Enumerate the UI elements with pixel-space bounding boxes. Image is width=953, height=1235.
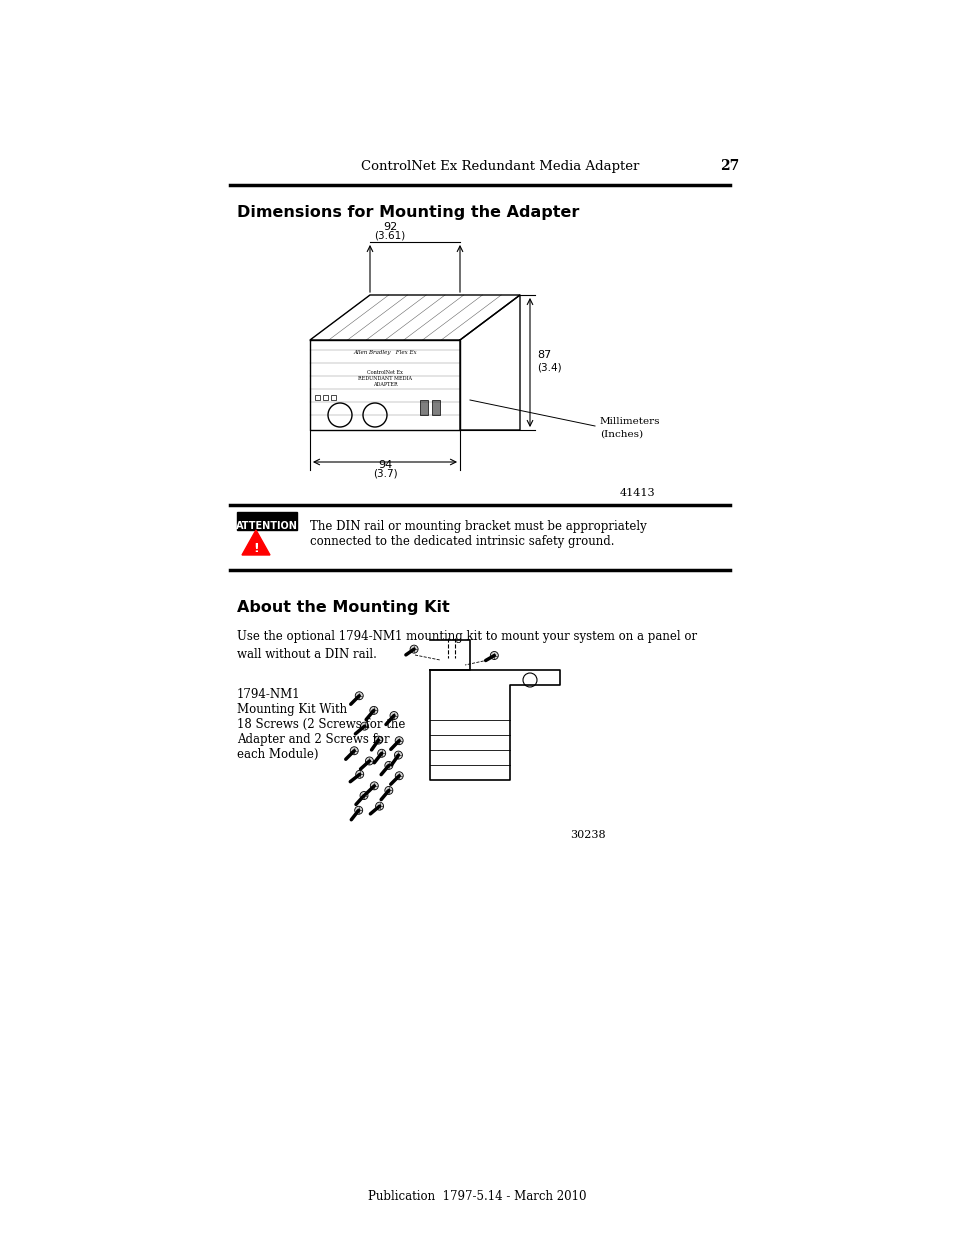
Text: wall without a DIN rail.: wall without a DIN rail. (236, 648, 376, 661)
Circle shape (374, 736, 382, 743)
Circle shape (375, 803, 383, 810)
Circle shape (377, 750, 385, 757)
Text: 87: 87 (537, 350, 551, 359)
Text: (3.4): (3.4) (537, 363, 561, 373)
Bar (432, 400, 439, 415)
Text: ControlNet Ex Redundant Media Adapter: ControlNet Ex Redundant Media Adapter (360, 161, 639, 173)
Circle shape (490, 652, 497, 659)
Text: Dimensions for Mounting the Adapter: Dimensions for Mounting the Adapter (236, 205, 578, 220)
Circle shape (370, 782, 378, 790)
Text: 41413: 41413 (619, 488, 655, 498)
Text: Allen Bradley   Flex Ex: Allen Bradley Flex Ex (353, 350, 416, 354)
FancyBboxPatch shape (236, 513, 296, 530)
Circle shape (395, 737, 403, 745)
Text: ATTENTION: ATTENTION (235, 521, 297, 531)
Text: Mounting Kit With: Mounting Kit With (236, 703, 347, 716)
Text: each Module): each Module) (236, 748, 318, 761)
Text: Use the optional 1794-NM1 mounting kit to mount your system on a panel or: Use the optional 1794-NM1 mounting kit t… (236, 630, 697, 643)
Circle shape (384, 787, 393, 794)
Circle shape (384, 762, 393, 769)
Text: 27: 27 (720, 159, 739, 173)
Circle shape (359, 792, 368, 799)
Circle shape (355, 771, 363, 778)
Text: 94: 94 (377, 459, 392, 471)
Text: Adapter and 2 Screws for: Adapter and 2 Screws for (236, 734, 389, 746)
Circle shape (395, 772, 403, 779)
Bar (323, 395, 328, 400)
Text: 1794-NM1: 1794-NM1 (236, 688, 300, 701)
Text: (Inches): (Inches) (599, 430, 642, 438)
Circle shape (355, 692, 363, 700)
Text: ControlNet Ex
REDUNDANT MEDIA
ADAPTER: ControlNet Ex REDUNDANT MEDIA ADAPTER (357, 370, 412, 387)
Text: Millimeters: Millimeters (599, 417, 659, 426)
Circle shape (365, 757, 373, 764)
Text: !: ! (253, 542, 258, 556)
Text: 18 Screws (2 Screws for the: 18 Screws (2 Screws for the (236, 718, 405, 731)
Circle shape (350, 747, 358, 755)
Text: (3.7): (3.7) (373, 469, 396, 479)
Text: About the Mounting Kit: About the Mounting Kit (236, 600, 449, 615)
Circle shape (394, 751, 402, 760)
Text: The DIN rail or mounting bracket must be appropriately: The DIN rail or mounting bracket must be… (310, 520, 646, 534)
Bar (419, 400, 428, 415)
Bar (331, 395, 335, 400)
Circle shape (360, 722, 368, 730)
Text: (3.61): (3.61) (374, 230, 405, 240)
Bar (314, 395, 319, 400)
Text: connected to the dedicated intrinsic safety ground.: connected to the dedicated intrinsic saf… (310, 535, 614, 548)
Circle shape (390, 711, 397, 720)
Circle shape (370, 706, 377, 714)
Text: 30238: 30238 (569, 830, 605, 840)
Circle shape (355, 806, 362, 814)
Circle shape (410, 645, 417, 653)
Text: 92: 92 (382, 222, 396, 232)
Text: Publication  1797-5.14 - March 2010: Publication 1797-5.14 - March 2010 (367, 1191, 586, 1203)
Polygon shape (242, 530, 270, 555)
